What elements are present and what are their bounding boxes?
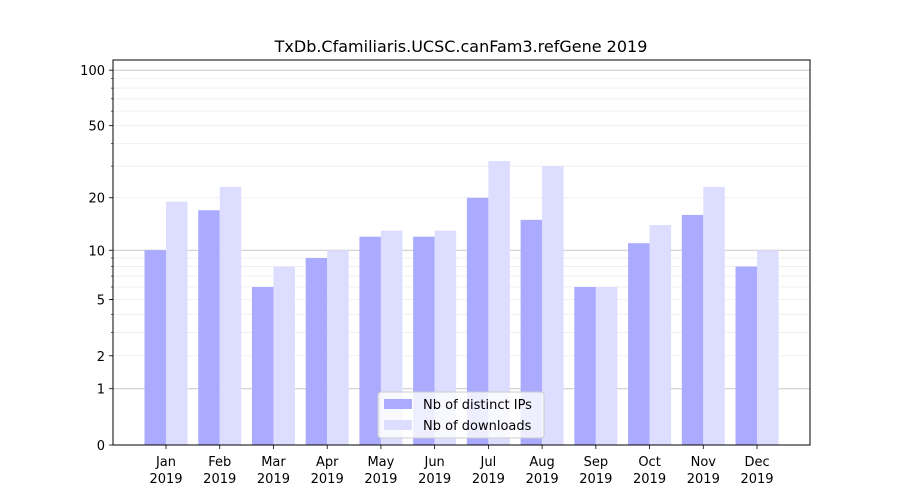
- bar-downloads-aug: [542, 166, 564, 445]
- y-tick-label: 100: [80, 64, 105, 79]
- bar-downloads-may: [380, 230, 403, 445]
- x-tick-label-month: Jul: [480, 455, 497, 470]
- bar-ips-sep: [574, 286, 596, 445]
- y-tick-label: 2: [97, 350, 105, 365]
- x-tick-label-year: 2019: [149, 472, 182, 487]
- legend-swatch-ips: [384, 399, 412, 409]
- x-tick-label-month: Sep: [584, 455, 609, 470]
- x-tick-label-year: 2019: [740, 472, 773, 487]
- x-tick-label-month: Nov: [691, 455, 717, 470]
- x-tick-label-year: 2019: [579, 472, 612, 487]
- y-tick-label: 5: [97, 293, 105, 308]
- x-tick-label-year: 2019: [364, 472, 397, 487]
- legend: Nb of distinct IPs Nb of downloads: [377, 391, 545, 439]
- y-tick-label: 50: [88, 120, 105, 135]
- x-tick-label-month: Mar: [261, 455, 286, 470]
- bar-downloads-jun: [434, 230, 457, 445]
- y-tick-label: 1: [97, 383, 105, 398]
- x-axis: Jan 2019 Feb 2019 Mar 2019 Apr 2019 May 2019 Jun 20…: [149, 445, 774, 487]
- x-tick-label-month: Aug: [529, 455, 554, 470]
- y-tick-label: 20: [88, 192, 105, 207]
- y-axis: 0 1 2 5 10 20 50 100: [80, 64, 113, 454]
- bar-ips-jul: [466, 197, 489, 445]
- bar-downloads-jan: [166, 201, 188, 445]
- bar-ips-may: [359, 236, 381, 445]
- bar-downloads-feb: [219, 186, 242, 445]
- bar-downloads-apr: [327, 250, 349, 445]
- bar-ips-jan: [144, 250, 166, 445]
- x-tick-label-month: May: [367, 455, 394, 470]
- x-tick-label-month: Jun: [423, 455, 444, 470]
- x-tick-label-year: 2019: [257, 472, 290, 487]
- bar-downloads-sep: [595, 286, 618, 445]
- x-tick-label-year: 2019: [687, 472, 720, 487]
- x-tick-label-month: Feb: [208, 455, 231, 470]
- bar-downloads-nov: [703, 186, 725, 445]
- legend-frame: [377, 391, 545, 439]
- x-tick-label-month: Oct: [638, 455, 660, 470]
- bar-ips-apr: [305, 258, 328, 445]
- legend-swatch-downloads: [384, 420, 412, 430]
- x-tick-label-year: 2019: [311, 472, 344, 487]
- bars: [144, 161, 779, 445]
- bar-downloads-dec: [757, 250, 779, 445]
- legend-label-downloads: Nb of downloads: [423, 419, 532, 434]
- x-tick-label-year: 2019: [633, 472, 666, 487]
- bar-downloads-mar: [273, 266, 295, 445]
- x-tick-label-month: Jan: [155, 455, 176, 470]
- legend-label-ips: Nb of distinct IPs: [423, 398, 532, 413]
- bar-ips-oct: [628, 243, 650, 445]
- bar-ips-mar: [251, 286, 274, 445]
- x-tick-label-year: 2019: [418, 472, 451, 487]
- x-tick-label-month: Apr: [316, 455, 339, 470]
- x-tick-label-year: 2019: [526, 472, 559, 487]
- x-tick-label-year: 2019: [472, 472, 505, 487]
- y-tick-label: 0: [97, 439, 105, 454]
- plot-frame: [112, 59, 811, 446]
- bar-ips-nov: [681, 214, 704, 445]
- y-tick-label: 10: [88, 244, 105, 259]
- x-tick-label-month: Dec: [744, 455, 769, 470]
- bar-ips-feb: [198, 210, 220, 445]
- bar-downloads-jul: [488, 161, 510, 445]
- x-tick-label-year: 2019: [203, 472, 236, 487]
- bar-ips-dec: [735, 266, 758, 445]
- chart-title: TxDb.Cfamiliaris.UCSC.canFam3.refGene 20…: [274, 37, 648, 56]
- bar-downloads-oct: [649, 225, 672, 445]
- bar-ips-aug: [520, 219, 543, 445]
